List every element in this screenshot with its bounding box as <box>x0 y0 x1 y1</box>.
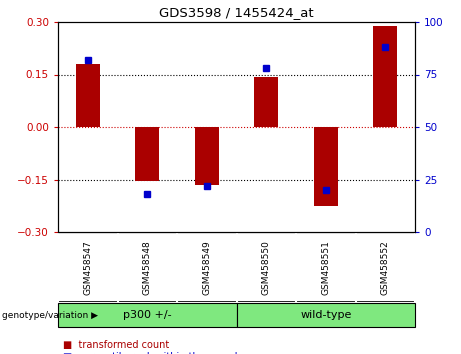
Bar <box>314 127 337 206</box>
Text: ■  transformed count: ■ transformed count <box>63 340 169 350</box>
Text: GSM458547: GSM458547 <box>83 240 92 295</box>
Bar <box>254 77 278 127</box>
Bar <box>373 25 397 127</box>
Title: GDS3598 / 1455424_at: GDS3598 / 1455424_at <box>159 6 314 19</box>
Bar <box>76 64 100 127</box>
Bar <box>136 127 159 181</box>
Text: wild-type: wild-type <box>300 310 351 320</box>
Bar <box>195 127 219 185</box>
Text: GSM458548: GSM458548 <box>143 240 152 295</box>
Text: GSM458552: GSM458552 <box>381 240 390 295</box>
Text: GSM458549: GSM458549 <box>202 240 211 295</box>
Text: ■  percentile rank within the sample: ■ percentile rank within the sample <box>63 352 243 354</box>
Text: GSM458550: GSM458550 <box>262 240 271 295</box>
Text: genotype/variation ▶: genotype/variation ▶ <box>2 310 98 320</box>
Bar <box>236 303 415 327</box>
Text: GSM458551: GSM458551 <box>321 240 330 295</box>
Bar <box>58 303 236 327</box>
Text: p300 +/-: p300 +/- <box>123 310 171 320</box>
